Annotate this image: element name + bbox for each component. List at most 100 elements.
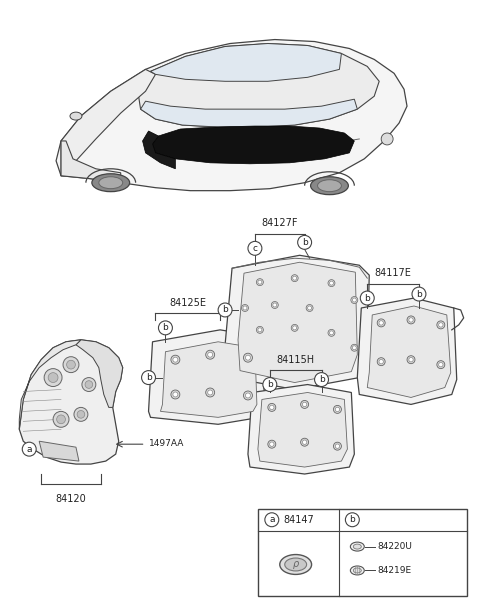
Circle shape bbox=[248, 241, 262, 255]
Circle shape bbox=[243, 353, 252, 362]
Circle shape bbox=[241, 304, 249, 311]
Circle shape bbox=[407, 316, 415, 324]
Circle shape bbox=[208, 352, 213, 357]
Circle shape bbox=[44, 368, 62, 387]
Polygon shape bbox=[153, 126, 354, 164]
Ellipse shape bbox=[70, 112, 82, 120]
Circle shape bbox=[298, 236, 312, 249]
Circle shape bbox=[293, 276, 297, 280]
Circle shape bbox=[22, 442, 36, 456]
Circle shape bbox=[53, 411, 69, 428]
Polygon shape bbox=[139, 43, 379, 127]
Circle shape bbox=[360, 291, 374, 305]
Text: 84117E: 84117E bbox=[375, 268, 411, 278]
Circle shape bbox=[158, 321, 172, 335]
Circle shape bbox=[77, 410, 85, 418]
Polygon shape bbox=[248, 384, 354, 474]
Circle shape bbox=[437, 321, 445, 329]
Circle shape bbox=[206, 388, 215, 397]
Circle shape bbox=[314, 373, 328, 387]
Polygon shape bbox=[357, 298, 457, 404]
Circle shape bbox=[308, 306, 312, 310]
Circle shape bbox=[245, 393, 251, 398]
Text: b: b bbox=[222, 306, 228, 314]
Circle shape bbox=[256, 279, 264, 286]
Text: b: b bbox=[145, 373, 151, 382]
FancyBboxPatch shape bbox=[258, 509, 467, 596]
Polygon shape bbox=[367, 306, 451, 398]
Circle shape bbox=[334, 406, 341, 414]
Circle shape bbox=[82, 378, 96, 392]
Ellipse shape bbox=[99, 177, 123, 189]
Circle shape bbox=[206, 350, 215, 359]
Ellipse shape bbox=[311, 177, 348, 195]
Polygon shape bbox=[160, 342, 257, 417]
Circle shape bbox=[329, 281, 334, 285]
Ellipse shape bbox=[318, 180, 341, 192]
Text: b: b bbox=[163, 323, 168, 333]
Circle shape bbox=[270, 405, 274, 410]
Polygon shape bbox=[19, 340, 81, 429]
Circle shape bbox=[57, 415, 65, 424]
Polygon shape bbox=[141, 99, 357, 127]
Circle shape bbox=[335, 407, 340, 412]
Circle shape bbox=[218, 303, 232, 317]
Circle shape bbox=[256, 326, 264, 333]
Polygon shape bbox=[225, 255, 369, 390]
Text: 84127F: 84127F bbox=[262, 219, 298, 228]
Circle shape bbox=[409, 357, 413, 362]
Circle shape bbox=[48, 373, 58, 382]
Circle shape bbox=[377, 319, 385, 327]
Circle shape bbox=[268, 403, 276, 411]
Circle shape bbox=[409, 318, 413, 322]
Circle shape bbox=[334, 442, 341, 450]
Ellipse shape bbox=[92, 174, 130, 192]
Circle shape bbox=[300, 401, 309, 409]
Text: b: b bbox=[267, 380, 273, 389]
Text: 84147: 84147 bbox=[284, 515, 314, 525]
Ellipse shape bbox=[350, 566, 364, 575]
Circle shape bbox=[265, 513, 279, 527]
Circle shape bbox=[302, 440, 307, 445]
Polygon shape bbox=[151, 43, 341, 81]
Circle shape bbox=[439, 362, 443, 367]
Circle shape bbox=[377, 357, 385, 365]
Circle shape bbox=[263, 378, 277, 392]
Circle shape bbox=[379, 359, 384, 364]
Circle shape bbox=[335, 444, 340, 448]
Circle shape bbox=[291, 275, 298, 281]
Circle shape bbox=[412, 287, 426, 301]
Circle shape bbox=[328, 280, 335, 287]
Circle shape bbox=[142, 371, 156, 384]
Polygon shape bbox=[19, 340, 123, 464]
Text: b: b bbox=[364, 294, 370, 303]
Text: ρ: ρ bbox=[292, 560, 299, 569]
Polygon shape bbox=[148, 330, 265, 424]
Ellipse shape bbox=[350, 542, 364, 551]
Circle shape bbox=[273, 303, 277, 307]
Text: b: b bbox=[319, 375, 324, 384]
Text: 84115H: 84115H bbox=[276, 354, 315, 365]
Circle shape bbox=[351, 297, 358, 303]
Circle shape bbox=[381, 133, 393, 145]
Circle shape bbox=[74, 407, 88, 421]
Polygon shape bbox=[61, 141, 120, 183]
Text: 84219E: 84219E bbox=[377, 566, 411, 575]
Ellipse shape bbox=[280, 555, 312, 574]
Circle shape bbox=[379, 321, 384, 325]
Text: a: a bbox=[26, 445, 32, 454]
Circle shape bbox=[439, 323, 443, 327]
Circle shape bbox=[173, 392, 178, 397]
Circle shape bbox=[407, 356, 415, 364]
Circle shape bbox=[258, 328, 262, 332]
Circle shape bbox=[328, 329, 335, 336]
Circle shape bbox=[258, 280, 262, 284]
Circle shape bbox=[306, 304, 313, 311]
Circle shape bbox=[293, 326, 297, 330]
Circle shape bbox=[352, 346, 356, 350]
Circle shape bbox=[329, 331, 334, 335]
Polygon shape bbox=[39, 441, 79, 461]
Polygon shape bbox=[258, 392, 348, 467]
Circle shape bbox=[351, 344, 358, 351]
Circle shape bbox=[243, 391, 252, 400]
